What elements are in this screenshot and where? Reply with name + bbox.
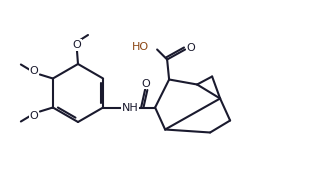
Text: O: O bbox=[29, 110, 38, 120]
Text: O: O bbox=[73, 40, 81, 50]
Text: NH: NH bbox=[122, 102, 139, 112]
Text: O: O bbox=[187, 43, 196, 53]
Text: HO: HO bbox=[132, 41, 149, 51]
Text: O: O bbox=[29, 65, 38, 75]
Text: O: O bbox=[142, 78, 151, 88]
